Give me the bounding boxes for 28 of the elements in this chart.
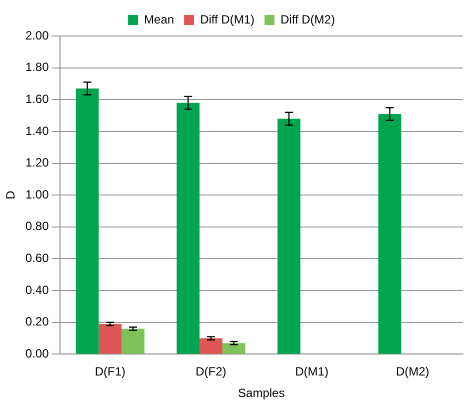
legend-label: Diff D(M1) <box>200 12 255 26</box>
bar <box>176 102 200 354</box>
bar <box>378 114 402 354</box>
y-tick-label: 0.20 <box>25 314 50 329</box>
y-tick-label: 0.60 <box>25 251 50 266</box>
legend-label: Mean <box>144 12 174 26</box>
y-tick-label: 1.60 <box>25 92 50 106</box>
x-tick-label: D(F2) <box>196 364 226 379</box>
bar <box>222 343 246 354</box>
bar <box>76 88 99 354</box>
legend-label: Diff D(M2) <box>280 12 335 26</box>
y-tick-label: 0.40 <box>25 282 50 297</box>
x-tick-label: D(M2) <box>396 364 430 379</box>
y-tick-label: 0.80 <box>25 219 50 234</box>
bar <box>98 324 122 354</box>
y-tick-label: 0.00 <box>25 346 50 361</box>
y-axis-title: D <box>4 190 18 200</box>
bar <box>122 328 144 354</box>
y-tick-label: 2.00 <box>25 28 50 42</box>
y-tick-label: 1.00 <box>25 187 50 202</box>
x-tick-label: D(F1) <box>94 364 126 379</box>
y-tick-label: 1.40 <box>25 124 50 138</box>
x-tick-label: D(M1) <box>295 364 328 379</box>
y-tick-label: 1.80 <box>25 60 50 74</box>
x-axis-title: Samples <box>238 386 285 400</box>
bar <box>200 338 222 354</box>
y-tick-label: 1.20 <box>25 156 50 170</box>
bar <box>278 118 300 354</box>
